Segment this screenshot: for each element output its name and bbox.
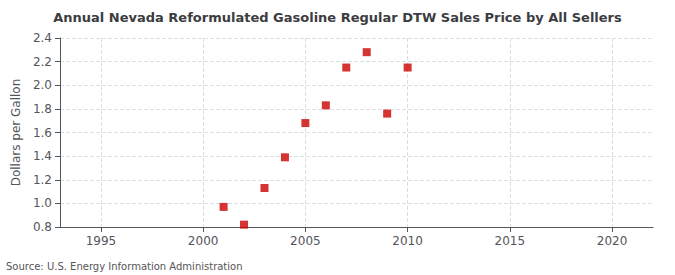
- svg-text:2000: 2000: [188, 234, 219, 248]
- svg-text:2.4: 2.4: [33, 31, 52, 45]
- svg-text:Source: U.S. Energy Informatio: Source: U.S. Energy Information Administ…: [6, 261, 243, 272]
- svg-text:Annual Nevada Reformulated Gas: Annual Nevada Reformulated Gasoline Regu…: [53, 10, 622, 25]
- svg-text:1995: 1995: [86, 234, 117, 248]
- svg-text:1.6: 1.6: [33, 126, 52, 140]
- svg-text:1.8: 1.8: [33, 102, 52, 116]
- svg-text:1.4: 1.4: [33, 149, 52, 163]
- svg-text:2020: 2020: [597, 234, 628, 248]
- svg-text:1.2: 1.2: [33, 173, 52, 187]
- svg-text:2.0: 2.0: [33, 78, 52, 92]
- svg-text:2015: 2015: [495, 234, 526, 248]
- svg-text:2005: 2005: [290, 234, 321, 248]
- svg-text:1.0: 1.0: [33, 196, 52, 210]
- svg-text:Dollars per Gallon: Dollars per Gallon: [9, 79, 23, 187]
- svg-text:0.8: 0.8: [33, 220, 52, 234]
- svg-text:2010: 2010: [392, 234, 423, 248]
- svg-text:2.2: 2.2: [33, 55, 52, 69]
